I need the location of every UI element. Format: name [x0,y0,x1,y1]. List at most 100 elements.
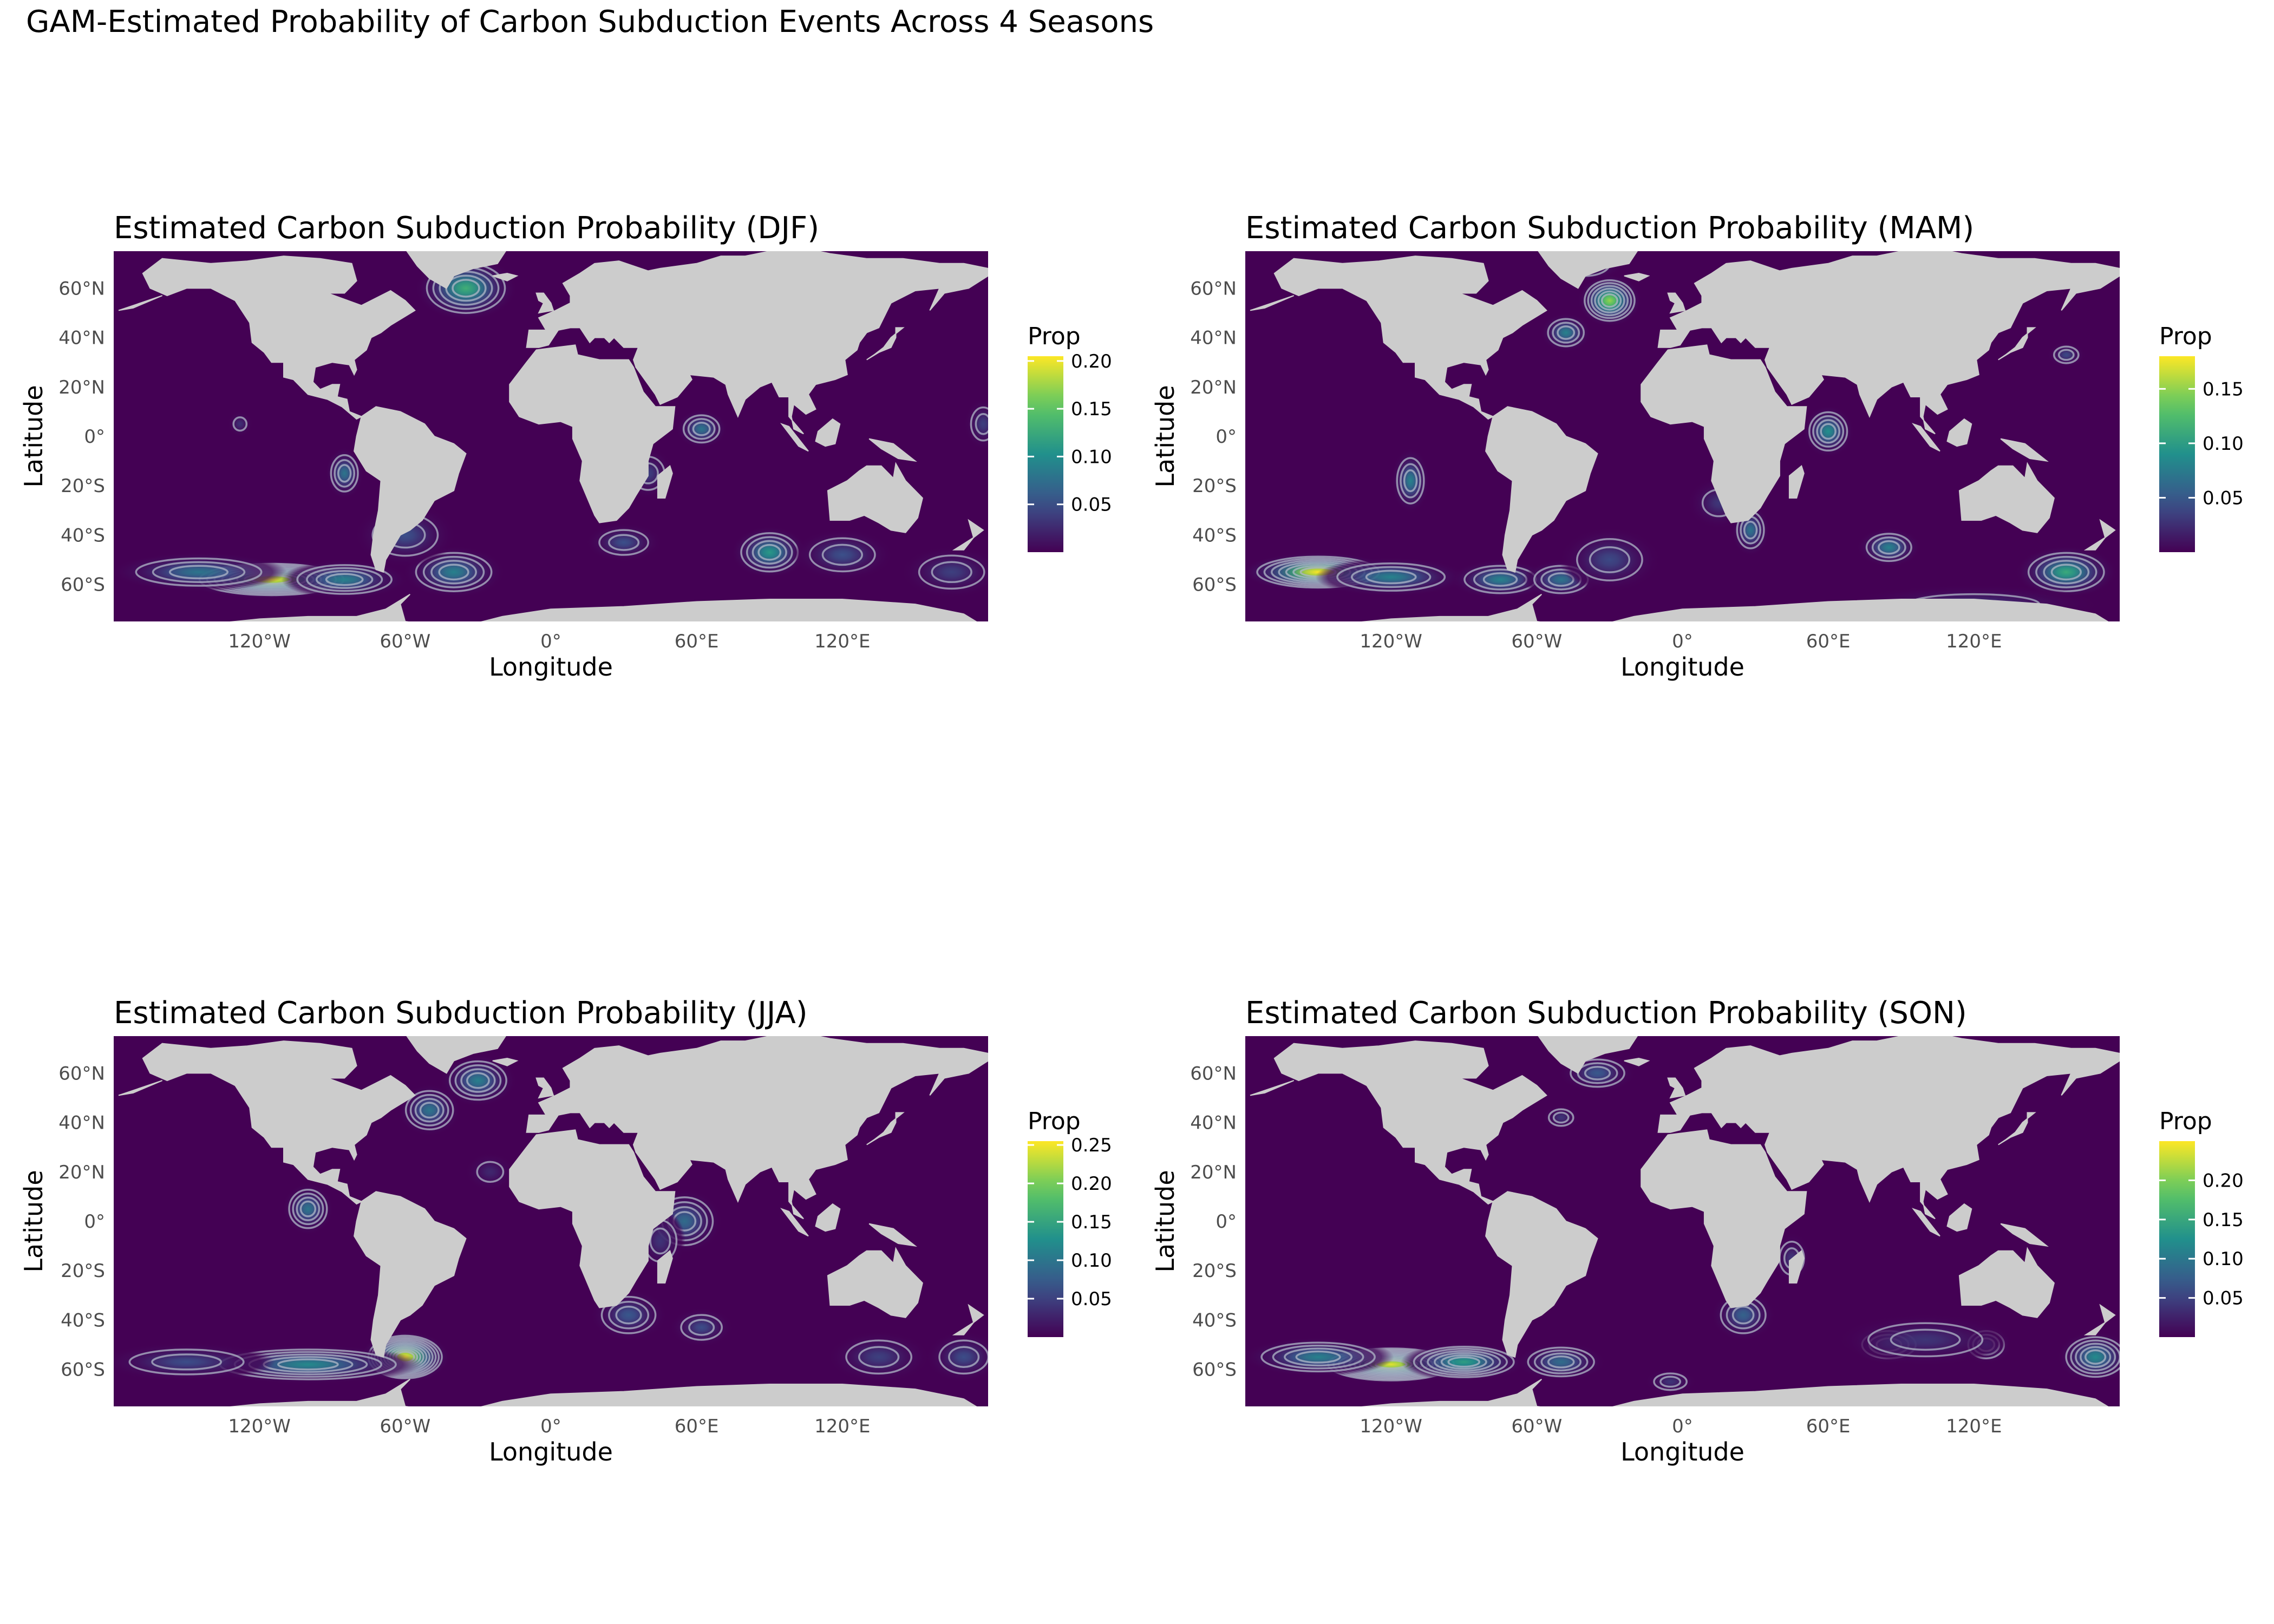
y-tick-label: 20°S [61,475,105,497]
probability-contour [1365,569,1417,585]
legend-colorbar [1028,356,1063,552]
y-tick-label: 60°S [61,574,105,596]
probability-contour [918,554,985,590]
y-tick-label: 60°S [1192,1359,1237,1381]
land-new-zealand [952,1304,984,1335]
probability-hotspot [731,526,808,578]
land-borneo [1946,418,1972,447]
legend-title: Prop [1028,323,1081,350]
map-panel-mam: Estimated Carbon Subduction Probability … [1132,206,2244,769]
x-axis-label: Longitude [489,1437,613,1466]
land-new-guinea [868,438,917,462]
x-tick-label: 60°E [1806,631,1851,652]
land-uk [535,292,554,314]
x-tick-label: 120°E [1946,631,2002,652]
probability-contour [608,1300,650,1330]
legend-tick-label: 0.15 [1071,1212,1112,1233]
land-borneo [1946,1203,1972,1232]
legend-tick-label: 0.10 [1071,1250,1112,1272]
probability-hotspot [465,1152,516,1191]
probability-contour [325,573,364,586]
x-tick-label: 60°W [380,631,430,652]
x-tick-label: 120°W [228,1416,291,1437]
legend-tick-label: 0.05 [1071,1288,1112,1310]
y-tick-label: 20°N [58,377,105,398]
probability-contour [598,529,649,556]
probability-hotspot [792,529,893,581]
probability-contour [135,557,263,587]
probability-contour [1527,1346,1595,1378]
probability-contour [608,534,640,551]
y-tick-label: 20°S [1192,1260,1237,1282]
probability-contour [419,1102,440,1119]
land-madagascar [1788,465,1805,499]
land-alaska-islands [1250,1080,1295,1096]
probability-contour [615,1306,642,1325]
land-new-guinea [2000,438,2049,462]
probability-contour [2035,555,2097,588]
land-madagascar [657,1250,673,1284]
probability-contour [1867,1322,1984,1358]
probability-contour [330,454,359,493]
panel-title: Estimated Carbon Subduction Probability … [1245,211,1974,246]
probability-contour [1482,572,1518,587]
legend-tick-label: 0.05 [1071,494,1112,516]
probability-contour [687,418,716,440]
land-australia [827,462,924,533]
probability-contour [1552,322,1580,344]
probability-contour [438,564,469,581]
probability-contour [466,1072,490,1089]
probability-hotspot [397,1084,461,1136]
land-iceland [492,1057,519,1066]
probability-contour [296,564,393,595]
probability-contour [337,464,352,483]
probability-contour [1584,1066,1611,1081]
land-sumatra [780,1208,809,1237]
probability-contour [454,1064,502,1097]
x-tick-label: 120°W [1360,1416,1422,1437]
panel-title: Estimated Carbon Subduction Probability … [114,996,808,1031]
probability-contour [2050,564,2082,581]
y-tick-label: 20°S [1192,475,1237,497]
probability-contour [430,560,477,585]
probability-contour [1540,1352,1582,1372]
probability-contour [1547,1355,1575,1368]
map-panel-son: Estimated Carbon Subduction Probability … [1132,991,2244,1554]
probability-contour [948,1346,980,1368]
x-tick-label: 60°W [1511,1416,1562,1437]
land-borneo [815,418,841,447]
probability-contour [845,1339,913,1375]
land-arabia [635,1142,692,1190]
probability-contour [232,416,248,432]
land-madagascar [657,465,673,499]
probability-contour [680,1314,723,1341]
legend-tick-label: 0.05 [2203,487,2244,509]
x-tick-label: 0° [1672,631,1693,652]
land-africa [1641,344,1807,523]
probability-contour [277,1358,339,1371]
legend-tick-label: 0.05 [2203,1288,2244,1309]
probability-hotspot [670,1308,733,1347]
land-new-zealand [2083,1304,2116,1335]
land-north-america [1273,1040,1547,1205]
land-alaska-islands [118,1080,163,1096]
land-greenland [1538,251,1638,289]
legend-colorbar [1028,1141,1063,1337]
probability-contour [1590,285,1629,317]
probability-contour [975,412,988,435]
land-greenland [1538,1036,1638,1074]
probability-contour [1440,1354,1487,1370]
land-south-america [1485,406,1598,573]
land-antarctica [230,1378,977,1406]
y-axis-label: Latitude [19,1170,48,1272]
land-antarctica [1361,593,2109,621]
probability-contour [682,414,721,444]
x-tick-label: 0° [540,631,561,652]
y-tick-label: 0° [1216,1211,1237,1233]
land-north-america [142,1040,416,1205]
probability-contour [415,552,493,592]
probability-hotspot [1803,405,1854,457]
land-new-guinea [868,1223,917,1247]
probability-contour [1653,1372,1688,1391]
land-africa [509,1129,676,1308]
